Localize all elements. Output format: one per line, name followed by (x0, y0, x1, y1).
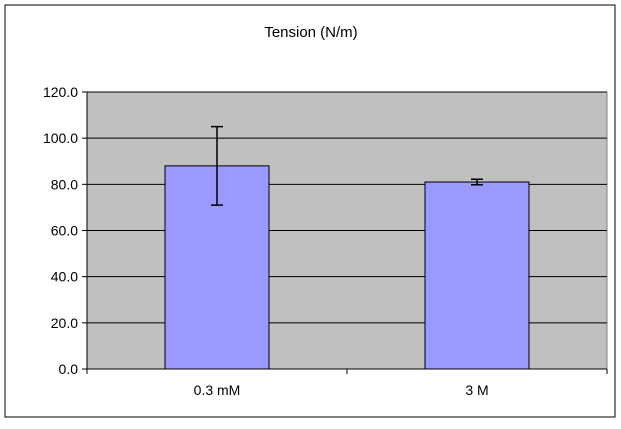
error-bars-group (211, 125, 483, 206)
y-tick-label: 40.0 (51, 269, 78, 285)
x-tick-label: 0.3 mM (194, 382, 241, 398)
x-tick-labels: 0.3 mM 3 M (194, 382, 489, 398)
y-tick-label: 20.0 (51, 315, 78, 331)
axes-group (82, 91, 608, 374)
y-tick-labels: 0.0 20.0 40.0 60.0 80.0 100.0 120.0 (43, 84, 78, 377)
y-tick-label: 120.0 (43, 84, 78, 100)
chart-title: Tension (N/m) (264, 24, 357, 41)
y-tick-label: 80.0 (51, 176, 78, 192)
bar (424, 181, 530, 370)
y-tick-label: 60.0 (51, 223, 78, 239)
y-tick-label: 100.0 (43, 130, 78, 146)
y-tick-label: 0.0 (59, 361, 79, 377)
x-tick-label: 3 M (465, 382, 488, 398)
